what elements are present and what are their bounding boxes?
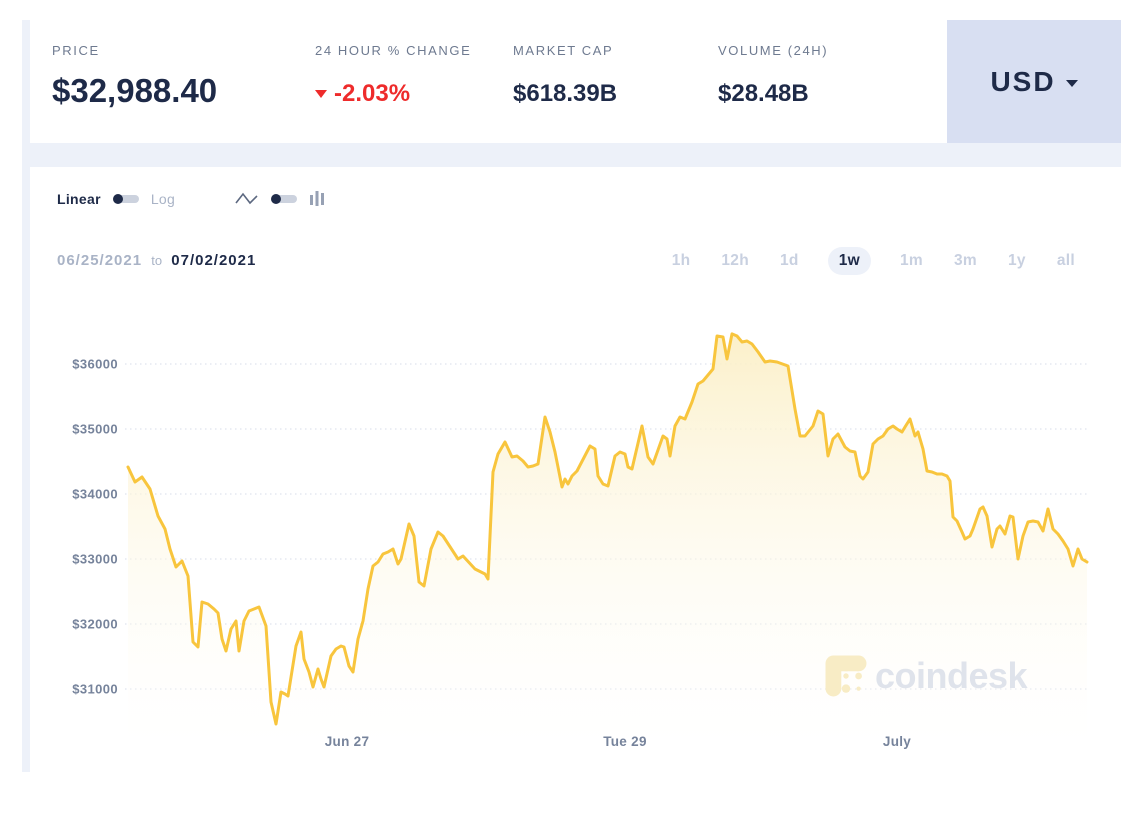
toggle-track: [116, 195, 139, 203]
time-range-1d[interactable]: 1d: [778, 247, 801, 275]
down-arrow-icon: [315, 89, 327, 98]
time-range-3m[interactable]: 3m: [952, 247, 979, 275]
date-range-end: 07/02/2021: [171, 252, 257, 269]
scale-toggle-switch[interactable]: [112, 194, 139, 204]
chart-card: Linear Log: [30, 167, 1121, 772]
time-range-selector: 1h 12h 1d 1w 1m 3m 1y all: [670, 247, 1077, 275]
toggle-knob: [271, 194, 282, 204]
volume-value: $28.48B: [718, 80, 809, 107]
price-summary-card: PRICE $32,988.40 24 HOUR % CHANGE -2.03%…: [30, 20, 947, 143]
price-label: PRICE: [52, 43, 100, 58]
date-range: 06/25/2021 to 07/02/2021: [57, 252, 256, 269]
toggle-knob: [112, 194, 123, 204]
y-axis: $36000 $35000 $34000 $33000 $32000 $31000: [40, 329, 118, 749]
linear-scale-label[interactable]: Linear: [57, 191, 101, 207]
market-cap-value: $618.39B: [513, 80, 618, 107]
log-scale-label[interactable]: Log: [150, 191, 176, 207]
chart-controls: Linear Log: [57, 189, 325, 209]
date-range-start: 06/25/2021: [57, 252, 143, 269]
chevron-down-icon: [1065, 80, 1078, 87]
bar-chart-icon[interactable]: [309, 189, 325, 209]
date-range-separator: to: [151, 253, 163, 268]
chart-type-toggle-switch[interactable]: [271, 194, 298, 204]
change-value: -2.03%: [315, 80, 471, 108]
x-axis-label: Jun 27: [324, 734, 370, 749]
stat-market-cap: MARKET CAP $618.39B: [513, 20, 617, 143]
y-axis-label: $35000: [72, 421, 118, 437]
y-axis-label: $33000: [72, 551, 118, 567]
currency-dropdown-button[interactable]: USD: [947, 20, 1121, 143]
y-axis-label: $32000: [72, 616, 118, 632]
price-area-fill: [128, 333, 1087, 749]
stat-volume-24h: VOLUME (24H) $28.48B: [718, 20, 828, 143]
volume-label: VOLUME (24H): [718, 43, 829, 58]
chart-type-controls: [235, 189, 325, 209]
x-axis-label: Tue 29: [603, 734, 647, 749]
x-axis: Jun 27 Tue 29 July: [125, 734, 1090, 754]
toggle-track: [275, 195, 298, 203]
price-value: $32,988.40: [52, 72, 218, 109]
y-axis-label: $36000: [72, 356, 118, 372]
stat-price: PRICE $32,988.40: [52, 20, 217, 143]
y-axis-label: $34000: [72, 486, 118, 502]
line-chart-icon[interactable]: [235, 191, 259, 207]
currency-dropdown-label: USD: [990, 65, 1056, 97]
time-range-1h[interactable]: 1h: [670, 247, 693, 275]
change-label: 24 HOUR % CHANGE: [315, 43, 472, 58]
price-line-chart: [125, 332, 1090, 749]
x-axis-label: July: [882, 734, 912, 749]
time-range-1m[interactable]: 1m: [898, 247, 925, 275]
price-line: [126, 332, 1089, 726]
stat-24h-change: 24 HOUR % CHANGE -2.03%: [315, 20, 471, 143]
price-chart-plot[interactable]: [125, 329, 1090, 749]
time-range-1y[interactable]: 1y: [1006, 247, 1028, 275]
time-range-all[interactable]: all: [1055, 247, 1077, 275]
y-axis-label: $31000: [72, 681, 118, 697]
market-cap-label: MARKET CAP: [513, 43, 614, 58]
time-range-1w[interactable]: 1w: [827, 247, 871, 275]
time-range-12h[interactable]: 12h: [719, 247, 751, 275]
